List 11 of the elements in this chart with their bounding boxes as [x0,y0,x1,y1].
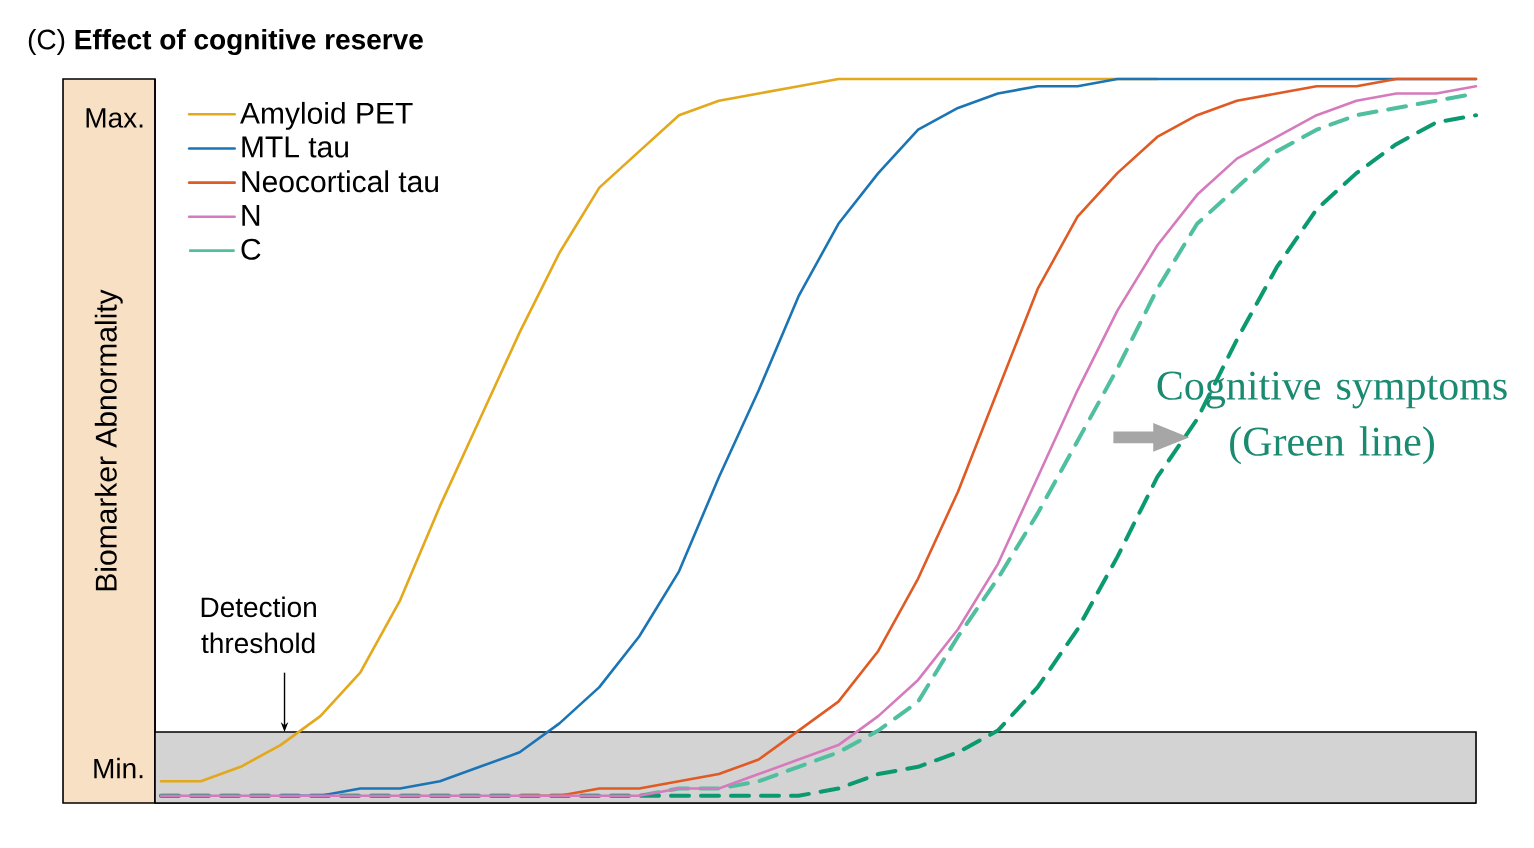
chart-title: (C) Effect of cognitive reserve [28,28,423,56]
legend-label: Amyloid PET [240,101,413,130]
text: Min. [94,757,143,779]
annotation: Cognitive symptoms (Green line) [1157,371,1507,465]
band-label: Detection threshold [201,596,316,654]
legend-label: MTL tau [242,136,348,158]
legend-label: N [242,205,260,226]
legend-label: C [241,238,261,260]
y-axis-title: Biomarker Abnormality [94,289,123,591]
text: Max. [86,108,143,128]
legend-label: Neocortical tau [242,170,438,193]
